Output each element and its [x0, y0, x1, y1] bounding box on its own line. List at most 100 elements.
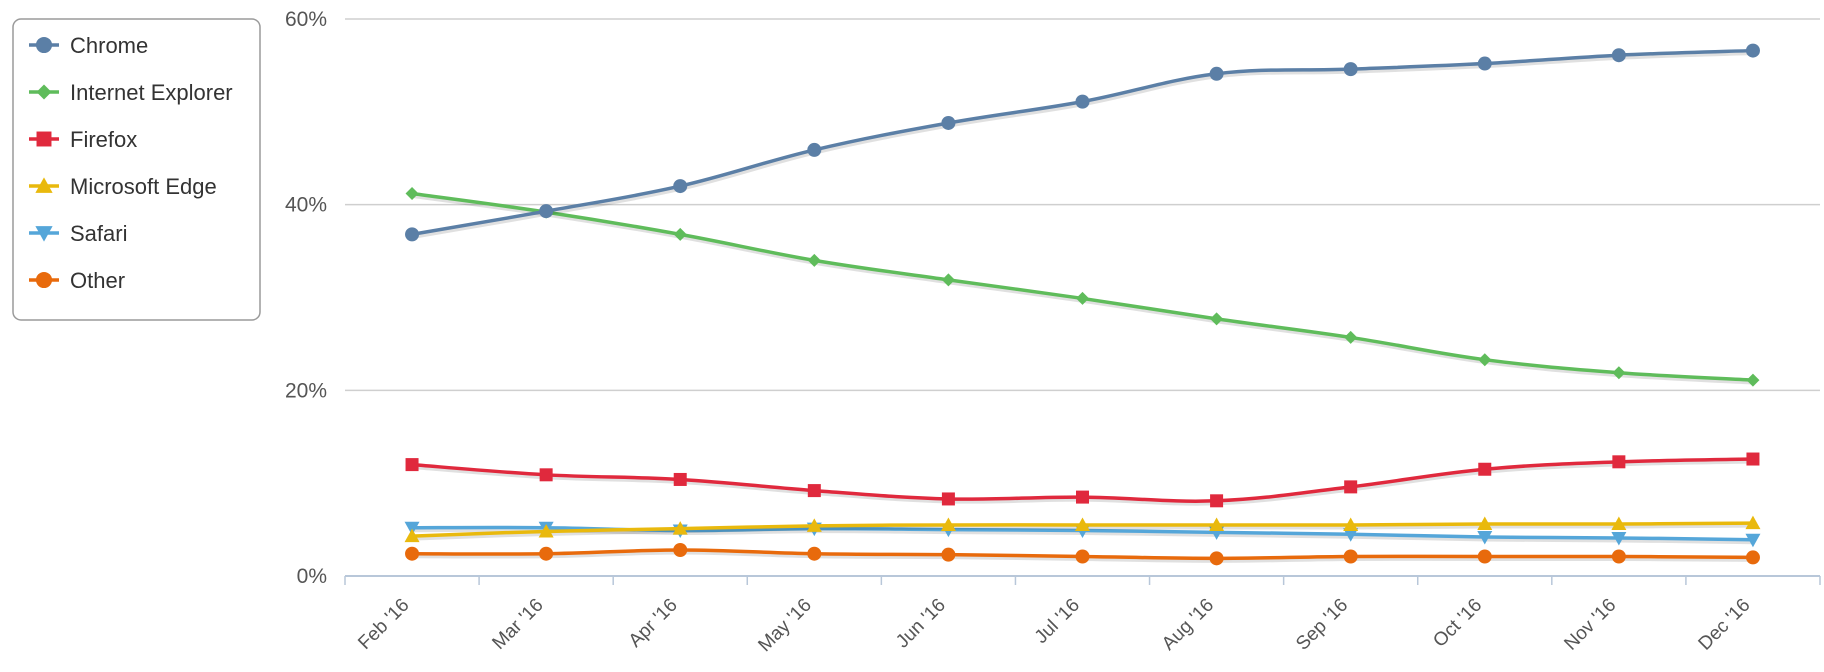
data-point: [1210, 312, 1224, 326]
legend-label: Chrome: [70, 33, 148, 58]
data-point: [404, 528, 420, 543]
x-tick-label: Dec '16: [1695, 595, 1755, 655]
data-point: [806, 518, 822, 532]
data-point: [807, 484, 821, 498]
x-tick-label: May '16: [754, 595, 815, 656]
data-point: [1612, 455, 1626, 469]
data-point: [1746, 452, 1760, 466]
x-axis: [344, 575, 1821, 585]
data-point: [1075, 549, 1090, 564]
gridlines: [345, 18, 1820, 392]
data-point: [1745, 43, 1760, 58]
data-point: [941, 273, 955, 287]
y-tick-label: 60%: [285, 8, 327, 31]
x-tick-label: Nov '16: [1560, 595, 1620, 655]
data-point: [1075, 517, 1090, 531]
data-point: [1611, 531, 1627, 546]
legend: Chrome Internet Explorer Firefox Microsoft …: [12, 18, 261, 321]
legend-item-firefox[interactable]: Firefox: [29, 127, 137, 152]
data-point: [405, 458, 419, 472]
legend-label: Other: [70, 268, 125, 293]
data-point: [404, 521, 420, 536]
data-point: [1075, 94, 1090, 109]
legend-item-safari[interactable]: Safari: [29, 221, 127, 246]
legend-item-internet-explorer[interactable]: Internet Explorer: [29, 80, 233, 105]
data-point: [1343, 62, 1358, 77]
x-tick-label: Mar '16: [488, 595, 547, 654]
data-point: [807, 546, 822, 561]
data-point: [673, 543, 688, 558]
data-point: [1477, 549, 1492, 564]
data-point: [1745, 515, 1761, 530]
y-axis-ticks: 0% 20% 40% 60%: [285, 8, 327, 588]
data-point: [1209, 551, 1224, 566]
legend-label: Microsoft Edge: [70, 174, 217, 199]
data-point: [1612, 366, 1626, 380]
data-point: [673, 472, 687, 486]
series-line: [410, 48, 1755, 237]
data-point: [1478, 462, 1492, 476]
data-point: [539, 468, 553, 482]
series-line-shadow: [412, 50, 1755, 239]
series-microsoft-edge: [404, 515, 1761, 543]
legend-marker-icon: [35, 36, 53, 54]
legend-item-chrome[interactable]: Chrome: [29, 33, 148, 58]
data-point: [405, 227, 420, 242]
data-point: [1477, 516, 1493, 531]
series-internet-explorer: [405, 187, 1760, 387]
legend-label: Firefox: [70, 127, 137, 152]
series-firefox: [405, 452, 1760, 508]
x-tick-label: Aug '16: [1158, 595, 1218, 655]
data-point: [539, 546, 554, 561]
x-tick-label: Sep '16: [1292, 595, 1352, 655]
data-point: [1076, 490, 1089, 504]
x-tick-label: Apr '16: [625, 595, 682, 652]
data-point: [1343, 517, 1359, 531]
data-point: [807, 253, 821, 267]
data-point: [1611, 549, 1626, 564]
data-point: [1344, 480, 1358, 494]
data-point: [1611, 48, 1626, 63]
data-point: [1210, 494, 1224, 508]
data-point: [1344, 330, 1358, 344]
x-tick-label: Feb '16: [354, 595, 413, 654]
x-tick-label: Jun '16: [892, 595, 950, 653]
data-point: [1478, 353, 1492, 367]
data-point: [1745, 533, 1761, 548]
data-point: [941, 115, 956, 130]
data-point: [405, 187, 419, 201]
data-point: [1745, 550, 1760, 565]
data-point: [673, 227, 687, 241]
data-point: [1477, 531, 1493, 545]
data-point: [673, 179, 688, 194]
legend-marker-icon: [35, 271, 53, 289]
legend-box: [12, 18, 261, 321]
data-point: [1746, 373, 1760, 387]
legend-marker-icon: [36, 131, 52, 147]
data-point: [1343, 549, 1358, 564]
y-tick-label: 20%: [285, 379, 327, 402]
data-point: [538, 523, 554, 538]
data-point: [539, 204, 554, 219]
x-tick-label: Jul '16: [1031, 595, 1084, 648]
series-chrome: [405, 43, 1760, 242]
data-point: [405, 546, 420, 561]
data-point: [807, 142, 822, 157]
series-other: [405, 543, 1760, 566]
y-tick-label: 0%: [297, 565, 327, 588]
legend-marker-icon: [35, 226, 53, 242]
data-point: [1209, 66, 1224, 81]
data-point: [940, 517, 956, 531]
data-point: [1611, 516, 1627, 531]
data-point: [1076, 291, 1089, 305]
y-tick-label: 40%: [285, 194, 327, 217]
legend-item-microsoft-edge[interactable]: Microsoft Edge: [29, 174, 217, 199]
data-point: [1343, 528, 1359, 542]
data-point: [941, 492, 955, 506]
data-point: [941, 547, 956, 562]
legend-item-other[interactable]: Other: [29, 268, 125, 293]
legend-marker-icon: [35, 177, 53, 193]
x-tick-label: Oct '16: [1429, 595, 1486, 652]
series-lines: [404, 43, 1761, 566]
